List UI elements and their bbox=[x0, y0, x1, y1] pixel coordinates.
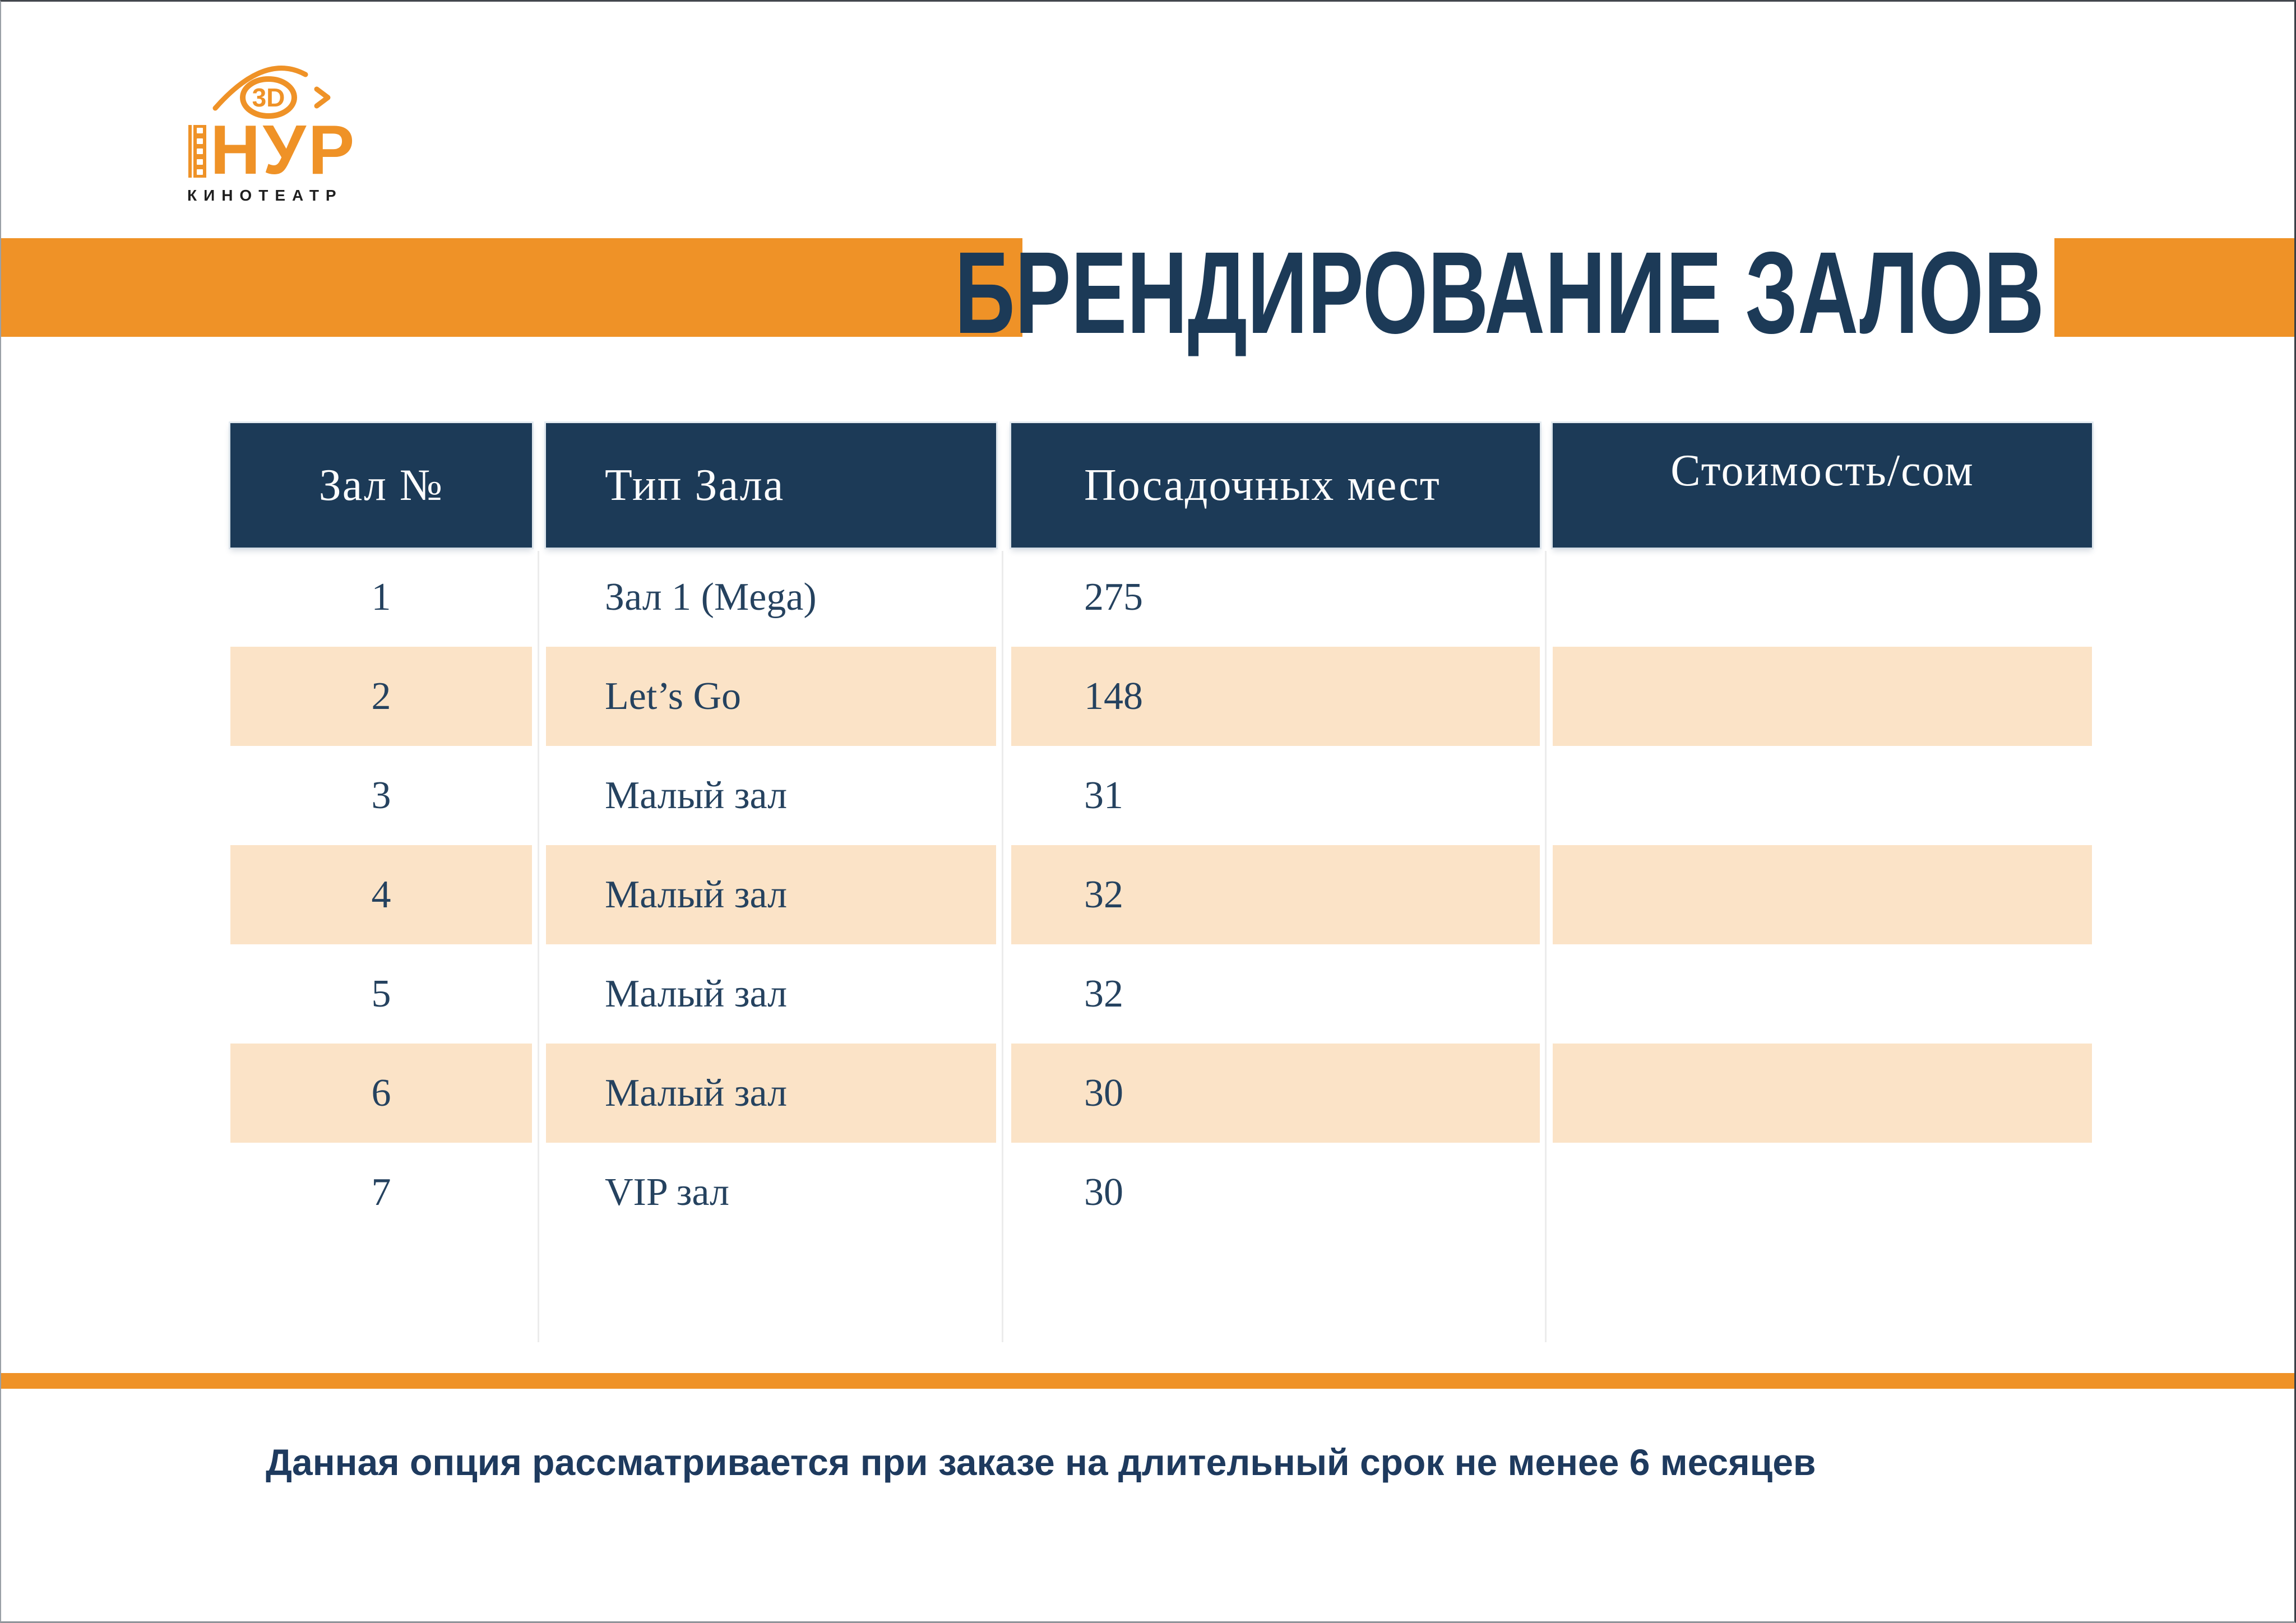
brand-tagline: КИНОТЕАТР bbox=[187, 187, 343, 204]
seats-cell: 32 bbox=[1084, 972, 1123, 1015]
header-cost: Стоимость/сом bbox=[1553, 423, 2092, 548]
cost-cell bbox=[1553, 1044, 2092, 1143]
brand-wordmark: НУР bbox=[188, 112, 357, 189]
table-row: 4 Малый зал 32 bbox=[230, 845, 2092, 944]
cost-cell bbox=[1553, 1143, 2092, 1242]
halls-table: Зал № Тип Зала Посадочных мест Стоимость… bbox=[230, 423, 2092, 1242]
hall-type-cell: VIP зал bbox=[605, 1170, 729, 1214]
table-row: 3 Малый зал 31 bbox=[230, 746, 2092, 845]
bottom-divider bbox=[1, 1373, 2294, 1389]
filmstrip-icon bbox=[193, 125, 206, 178]
hall-type-cell: Малый зал bbox=[546, 845, 996, 944]
header-seats: Посадочных мест bbox=[1011, 423, 1540, 548]
table-header-row: Зал № Тип Зала Посадочных мест Стоимость… bbox=[230, 423, 2092, 548]
page-title: БРЕНДИРОВАНИЕ ЗАЛОВ bbox=[955, 228, 2044, 358]
badge-3d-text: 3D bbox=[252, 83, 285, 112]
footnote: Данная опция рассматривается при заказе … bbox=[266, 1441, 1816, 1483]
filmstrip-bar bbox=[188, 125, 192, 178]
seats-cell: 32 bbox=[1011, 845, 1540, 944]
column-divider bbox=[1545, 551, 1547, 1342]
header-hall-number: Зал № bbox=[230, 423, 532, 548]
table-row: 5 Малый зал 32 bbox=[230, 944, 2092, 1044]
title-band-left bbox=[1, 238, 1022, 337]
cost-cell bbox=[1553, 944, 2092, 1044]
table-row: 1 Зал 1 (Mega) 275 bbox=[230, 548, 2092, 647]
cost-cell bbox=[1553, 647, 2092, 746]
cost-cell bbox=[1553, 746, 2092, 845]
seats-cell: 148 bbox=[1011, 647, 1540, 746]
seats-cell: 275 bbox=[1084, 575, 1143, 619]
hall-number-cell: 7 bbox=[371, 1170, 391, 1214]
hall-type-cell: Малый зал bbox=[546, 1044, 996, 1143]
hall-type-cell: Let’s Go bbox=[546, 647, 996, 746]
brand-name: НУР bbox=[210, 112, 357, 189]
table-row: 2 Let’s Go 148 bbox=[230, 647, 2092, 746]
header-hall-type: Тип Зала bbox=[546, 423, 996, 548]
hall-type-cell: Малый зал bbox=[605, 773, 788, 817]
column-divider bbox=[1002, 551, 1003, 1342]
seats-cell: 30 bbox=[1011, 1044, 1540, 1143]
hall-number-cell: 4 bbox=[230, 845, 532, 944]
hall-number-cell: 2 bbox=[230, 647, 532, 746]
hall-number-cell: 6 bbox=[230, 1044, 532, 1143]
cost-cell bbox=[1553, 845, 2092, 944]
column-divider bbox=[538, 551, 539, 1342]
table-row: 6 Малый зал 30 bbox=[230, 1044, 2092, 1143]
seats-cell: 30 bbox=[1084, 1170, 1123, 1214]
title-band-right bbox=[2054, 238, 2294, 337]
cost-cell bbox=[1553, 548, 2092, 647]
cinema-logo: 3D НУР КИНОТЕАТР bbox=[186, 60, 354, 206]
hall-number-cell: 3 bbox=[371, 773, 391, 817]
eye-3d-icon: 3D bbox=[212, 66, 331, 119]
table-body: 1 Зал 1 (Mega) 275 2 Let’s Go 148 3 Малы… bbox=[230, 548, 2092, 1242]
table-row: 7 VIP зал 30 bbox=[230, 1143, 2092, 1242]
hall-number-cell: 1 bbox=[371, 575, 391, 619]
hall-type-cell: Зал 1 (Mega) bbox=[605, 575, 817, 619]
hall-type-cell: Малый зал bbox=[605, 972, 788, 1015]
hall-number-cell: 5 bbox=[371, 972, 391, 1015]
seats-cell: 31 bbox=[1084, 773, 1123, 817]
